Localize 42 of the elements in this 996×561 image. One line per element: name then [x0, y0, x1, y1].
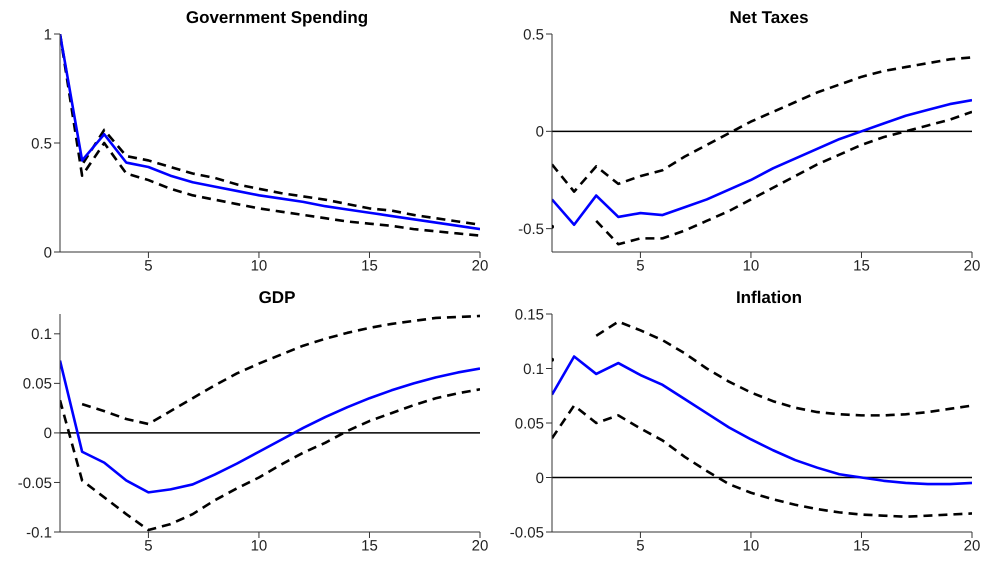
x-tick-label: 15 [361, 258, 378, 275]
y-tick-label: 0.1 [31, 326, 52, 344]
x-tick-label: 15 [853, 258, 870, 275]
x-tick-label: 5 [144, 258, 153, 275]
x-tick-label: 5 [636, 258, 645, 275]
x-tick-label: 20 [964, 538, 980, 555]
y-tick-label: -0.1 [26, 524, 52, 542]
y-tick-label: 0 [44, 425, 52, 442]
chart-title: GDP [258, 288, 296, 308]
y-tick-label: 0.1 [523, 360, 544, 378]
x-tick-label: 20 [472, 258, 488, 275]
y-tick-label: 0.15 [514, 306, 544, 324]
chart-title: Inflation [734, 288, 804, 308]
y-tick-label: 0.5 [31, 135, 52, 152]
line-series [552, 56, 972, 193]
x-tick-label: 10 [250, 258, 268, 275]
y-tick-label: 0 [44, 244, 52, 262]
line-series [552, 404, 972, 518]
y-tick-label: 0.05 [22, 376, 52, 393]
x-tick-label: 15 [361, 538, 378, 555]
y-tick-label: 0.05 [514, 415, 544, 432]
x-tick-label: 5 [636, 538, 645, 555]
line-series [552, 98, 972, 226]
x-tick-label: 10 [742, 538, 760, 555]
x-tick-label: 20 [964, 258, 980, 275]
line-series [552, 355, 972, 486]
y-tick-label: -0.05 [510, 524, 544, 542]
y-tick-label: 0 [536, 124, 544, 141]
chart-title: Government Spending [184, 8, 370, 28]
x-tick-label: 15 [853, 538, 870, 555]
y-tick-label: 0.5 [523, 26, 544, 44]
y-tick-label: 0 [536, 470, 544, 487]
line-series [80, 314, 480, 426]
x-tick-label: 5 [144, 538, 153, 555]
y-tick-label: -0.5 [518, 220, 544, 238]
x-tick-label: 10 [742, 258, 760, 275]
x-tick-label: 10 [250, 538, 268, 555]
x-tick-label: 20 [472, 538, 488, 555]
y-tick-label: 1 [44, 26, 52, 44]
line-series [60, 359, 480, 494]
y-tick-label: -0.05 [18, 474, 52, 492]
chart-title: Net Taxes [728, 8, 810, 28]
